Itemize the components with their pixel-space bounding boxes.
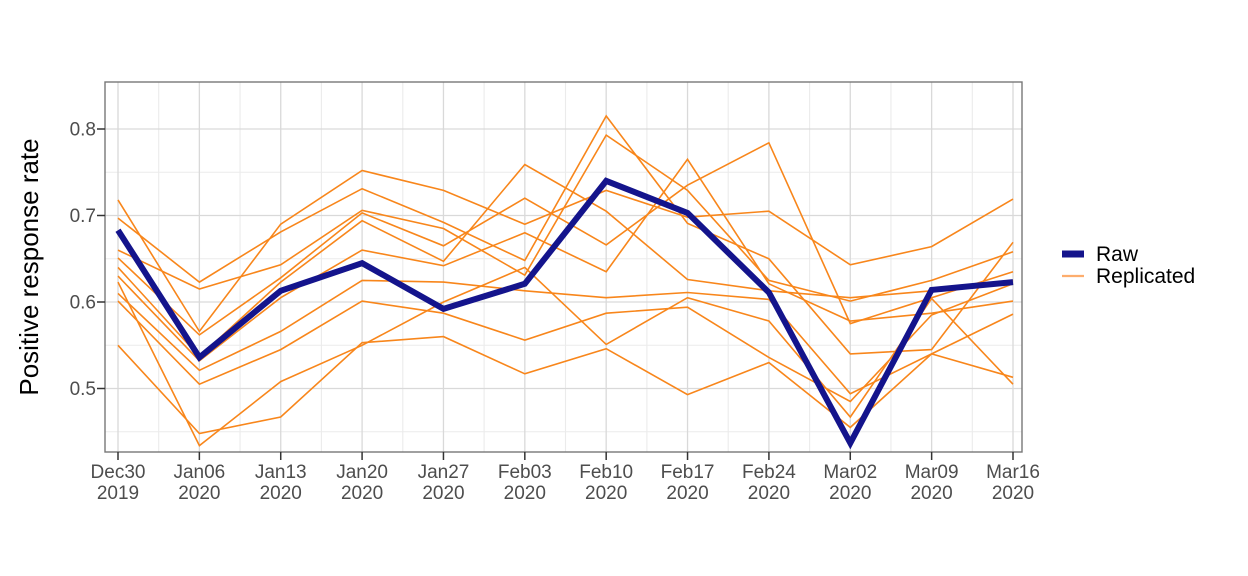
legend-label-replicated: Replicated (1096, 265, 1195, 288)
x-tick-label: Dec30 2019 (91, 462, 146, 504)
x-tick-label: Mar16 2020 (986, 462, 1040, 504)
x-tick-label: Jan27 2020 (418, 462, 470, 504)
axis-ticks-layer (97, 128, 1014, 460)
legend: Raw Replicated (1062, 243, 1195, 288)
x-tick-label: Feb24 2020 (742, 462, 796, 504)
y-tick-label: 0.8 (70, 120, 96, 141)
panel-border (104, 81, 1023, 453)
y-axis-tick-labels: 0.5 0.6 0.7 0.8 (70, 120, 96, 401)
replicated-line (117, 283, 1014, 403)
x-tick-label: Jan13 2020 (255, 462, 307, 504)
y-tick-label: 0.5 (70, 379, 96, 400)
replicated-line (117, 157, 1014, 362)
x-tick-label: Feb17 2020 (661, 462, 715, 504)
raw-line (115, 177, 1014, 450)
legend-label-raw: Raw (1096, 243, 1139, 266)
x-tick-label: Feb03 2020 (498, 462, 552, 504)
replicated-line (117, 266, 1014, 447)
series-layer (115, 114, 1014, 450)
replicated-line (117, 133, 1014, 302)
x-tick-label: Jan06 2020 (173, 462, 225, 504)
replicated-line (117, 163, 1014, 358)
y-axis-title: Positive response rate (14, 138, 44, 395)
x-axis-tick-labels: Dec30 2019 Jan06 2020 Jan13 2020 Jan20 2020 Jan2… (91, 462, 1040, 504)
y-tick-label: 0.7 (70, 206, 96, 227)
replicated-line (117, 169, 1014, 333)
x-tick-label: Mar02 2020 (823, 462, 877, 504)
y-tick-label: 0.6 (70, 293, 96, 314)
x-tick-label: Mar09 2020 (905, 462, 959, 504)
x-tick-label: Jan20 2020 (336, 462, 388, 504)
x-tick-label: Feb10 2020 (579, 462, 633, 504)
